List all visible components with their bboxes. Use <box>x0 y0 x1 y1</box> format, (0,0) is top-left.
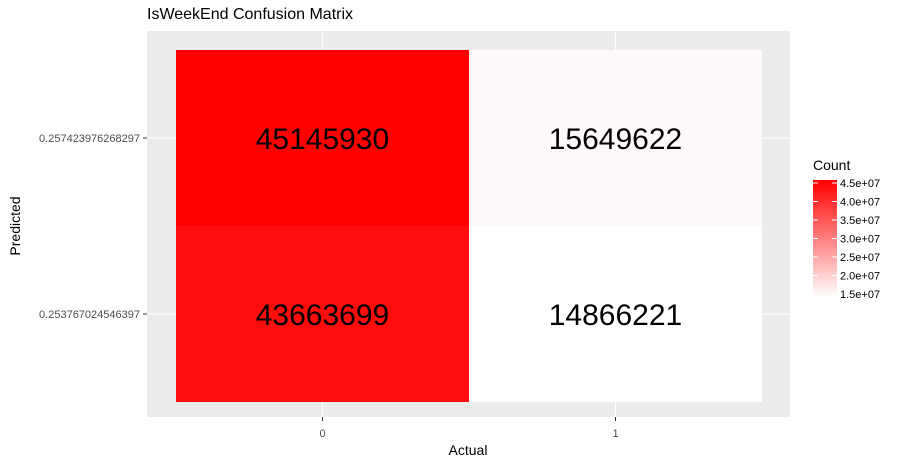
y-axis-label: Predicted <box>7 196 23 255</box>
x-tick-label: 0 <box>319 428 325 440</box>
legend-title: Count <box>813 157 850 173</box>
heatmap-cell <box>176 50 469 226</box>
cell-labels: 45145930 15649622 43663699 14866221 <box>256 123 682 332</box>
x-axis-label: Actual <box>449 442 488 458</box>
legend-tick-label: 2.5e+07 <box>840 252 880 264</box>
cell-value-label: 45145930 <box>256 123 389 156</box>
cell-value-label: 14866221 <box>549 299 682 332</box>
heatmap-cells <box>176 50 762 402</box>
legend-tick-label: 3.5e+07 <box>840 215 880 227</box>
cell-value-label: 43663699 <box>256 299 389 332</box>
legend-tick-label: 1.5e+07 <box>840 289 880 301</box>
legend-tick-label: 4.5e+07 <box>840 178 880 190</box>
legend-tick-label: 2.0e+07 <box>840 271 880 283</box>
chart-title: IsWeekEnd Confusion Matrix <box>147 6 354 23</box>
legend-ticks: 1.5e+07 2.0e+07 2.5e+07 3.0e+07 3.5e+07 4.0e+… <box>813 178 880 301</box>
heatmap-cell <box>176 226 469 402</box>
legend: Count 1.5e+07 2.0e+07 2.5e+07 3.0e+07 3.5e+0… <box>813 157 880 301</box>
heatmap-cell <box>469 226 762 402</box>
x-tick-label: 1 <box>612 428 618 440</box>
y-tick-label: 0.253767024546397 <box>39 309 140 321</box>
y-tick-label: 0.257423976268297 <box>39 133 140 145</box>
axes: 0 1 0.253767024546397 0.257423976268297 <box>39 133 619 440</box>
legend-tick-label: 3.0e+07 <box>840 234 880 246</box>
legend-tick-label: 4.0e+07 <box>840 197 880 209</box>
heatmap-cell <box>469 50 762 226</box>
cell-value-label: 15649622 <box>549 123 682 156</box>
